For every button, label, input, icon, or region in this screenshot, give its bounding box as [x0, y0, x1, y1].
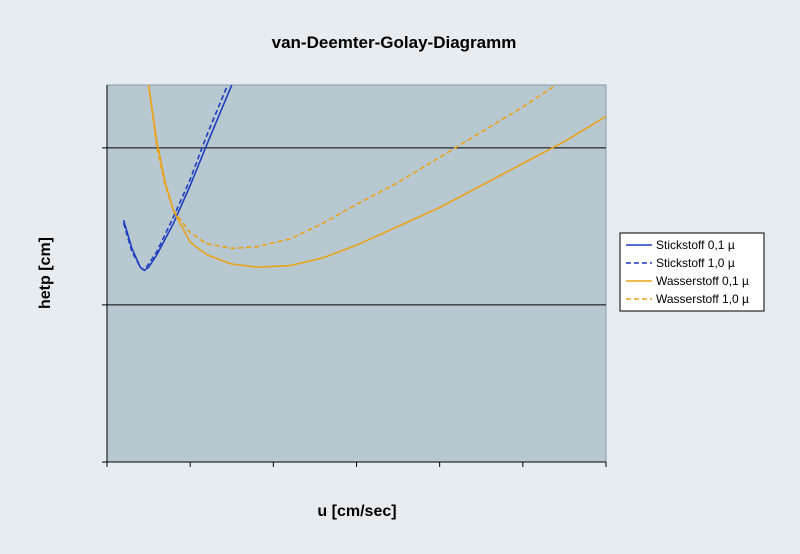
- axes: [102, 85, 607, 467]
- chart-title: van-Deemter-Golay-Diagramm: [272, 33, 517, 52]
- gridlines: [107, 147, 606, 306]
- series-line-stickstoff-1-0: [122, 85, 229, 272]
- series-layer: [122, 85, 606, 272]
- series-line-stickstoff-0-1: [122, 85, 233, 272]
- legend-box: [619, 232, 765, 312]
- legend: Stickstoff 0,1 µ Stickstoff 1,0 µ Wasserst…: [619, 232, 765, 312]
- series-line-wasserstoff-1-0: [147, 85, 557, 250]
- legend-label-stickstoff-0-1: Stickstoff 0,1 µ: [656, 238, 735, 252]
- legend-label-wasserstoff-0-1: Wasserstoff 0,1 µ: [656, 274, 749, 288]
- x-axis-label: u [cm/sec]: [317, 503, 396, 520]
- legend-label-stickstoff-1-0: Stickstoff 1,0 µ: [656, 256, 735, 270]
- y-axis-label: hetp [cm]: [37, 237, 54, 309]
- legend-label-wasserstoff-1-0: Wasserstoff 1,0 µ: [656, 292, 749, 306]
- series-line-wasserstoff-0-1: [147, 85, 606, 269]
- plot-area: [106, 84, 607, 463]
